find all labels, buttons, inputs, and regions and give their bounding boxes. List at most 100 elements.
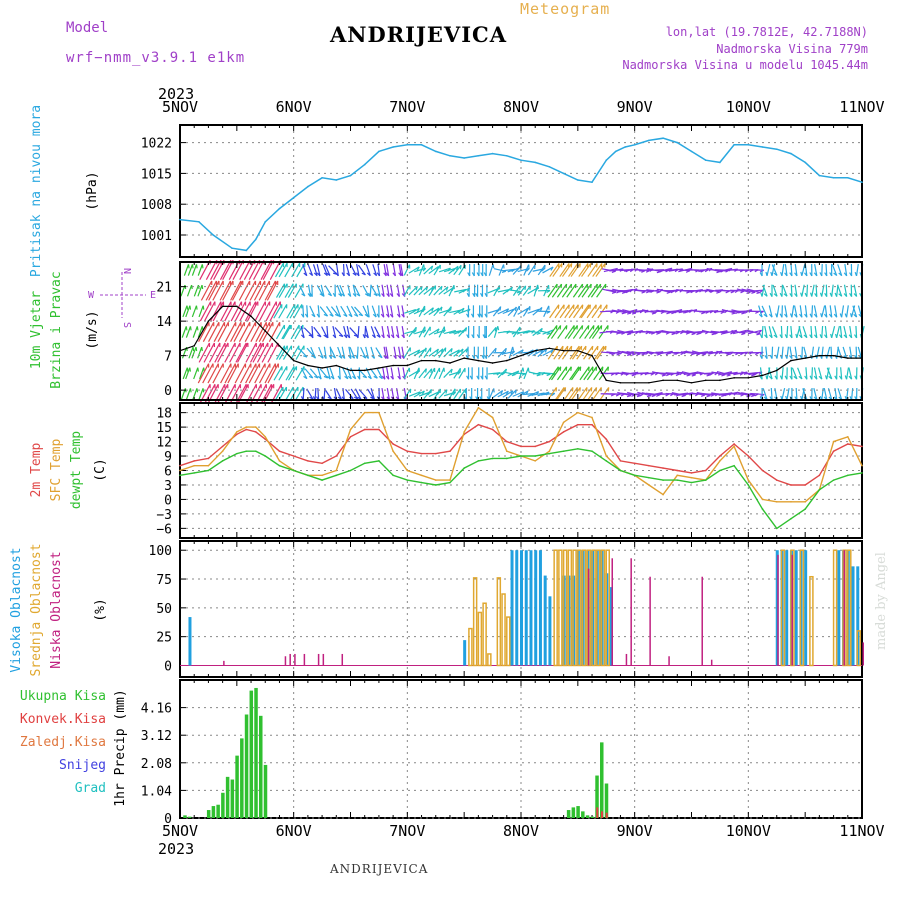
dewpt-line-point [548,452,551,455]
precip-bar [183,815,187,818]
dewpt-line-point [292,469,295,472]
temp2m-line-point [179,464,181,467]
high-cloud-bar [543,575,547,666]
pressure-line-point [534,161,537,164]
temp2m-line-point [254,431,257,433]
temp2m-line-point [292,455,295,457]
pressure-line-point [520,159,522,161]
temp2m-line-point [406,450,409,453]
temp2m-line-point [363,428,366,431]
compass-s: S [121,322,132,328]
pressure-line-point [307,185,309,188]
temp2m-line-point [392,443,394,445]
y-tick-label: 25 [156,631,172,646]
mid-cloud-bar [780,549,786,667]
precip-legend-4: Grad [75,781,106,796]
pressure-line-point [676,141,679,144]
wind-speed-line-point [761,374,764,377]
temp2m-line-point [619,460,622,462]
sfc-temp-line-point [335,469,338,472]
conv-precip-bar [596,807,599,818]
precip-bar [254,687,258,818]
temp2m-line-point [420,452,423,455]
temp2m-line-point [548,440,551,443]
precip-bar [585,815,590,818]
elevation-info: Nadmorska Visina 779m [716,42,868,56]
mid-cloud-bar [567,549,573,667]
dewpt-line-point [392,474,394,477]
wind-speed-line-point [619,381,622,384]
pressure-line-point [790,152,792,155]
conv-precip-bar [605,812,608,818]
wind-speed-line-point [591,354,593,357]
precip-bar [249,690,254,818]
sfc-temp-line-point [662,493,664,496]
y-tick-label: 3.12 [141,729,172,744]
dewpt-line-point [236,452,238,455]
precip-bar [600,742,604,818]
low-cloud-bar [668,656,670,666]
temp2m-line-point [704,469,707,472]
dewpt-line-point [747,484,750,486]
pressure-line-point [548,166,551,168]
sfc-temp-line-point [245,426,248,428]
mid-cloud-bar [553,549,558,667]
pressure-line-point [562,172,565,175]
pressure-line-point [335,179,338,181]
low-cloud-bar [710,659,713,666]
dewpt-line-point [477,460,480,462]
wind-speed-line-point [406,364,409,367]
sfc-temp-line-point [690,476,693,479]
date-label-top: 8NOV [503,98,539,116]
dewpt-line-point [179,474,181,477]
temp2m-line-point [349,435,352,438]
temp2m-line-point [236,433,238,436]
pressure-line-point [363,163,366,166]
precip-bar [235,755,239,818]
sfc-temp-line-point [761,498,764,501]
temp2m-line-point [846,443,849,445]
pressure-line-point [292,196,295,199]
wind-speed-line-point [747,377,750,379]
sfc-temp-line-point [719,460,721,462]
pressure-line-point [733,144,735,146]
sfc-temp-line-point [648,484,650,486]
pressure-line-point [747,144,750,146]
dewpt-line-point [662,479,664,481]
pressure-line-point [231,247,233,249]
temp2m-line-point [562,431,565,433]
dewpt-line-point [491,457,494,460]
wind-speed-line-point [633,381,636,384]
low-cloud-bar [777,554,779,666]
low-cloud-bar [322,653,325,666]
cloud-unit: (%) [93,598,108,621]
mid-cloud-bar [577,549,582,667]
temp2m-line-point [245,428,248,431]
sfc-temp-line-point [434,479,437,481]
pressure-line-point [420,144,423,146]
precip-bar [230,779,235,818]
precip-legend-0: Ukupna Kisa [20,689,106,704]
precip-bar [225,776,230,818]
wind-speed-line-point [335,364,338,367]
dewpt-line-point [534,455,537,457]
sfc-temp-line-point [463,431,465,433]
temp2m-line-point [605,438,608,440]
pressure-line-point [605,159,608,161]
high-cloud-bar [856,566,860,666]
high-cloud-bar [538,550,542,666]
sfc-temp-line-point [790,501,792,503]
pressure-line-point [719,161,721,164]
wind-speed-line-point [264,330,267,332]
sfc-temp-line-point [477,407,480,409]
dewpt-line-point [378,460,380,462]
mid-cloud-label: Srednja Oblacnost [29,543,44,676]
precip-legend-1: Konvek.Kisa [20,712,106,727]
precip-bar [576,806,580,818]
temp2m-line-point [633,462,636,465]
wind-speed-line-point [349,369,352,372]
low-cloud-bar [587,568,590,666]
low-cloud-bar [649,576,651,666]
temp2m-line-point [747,455,750,457]
